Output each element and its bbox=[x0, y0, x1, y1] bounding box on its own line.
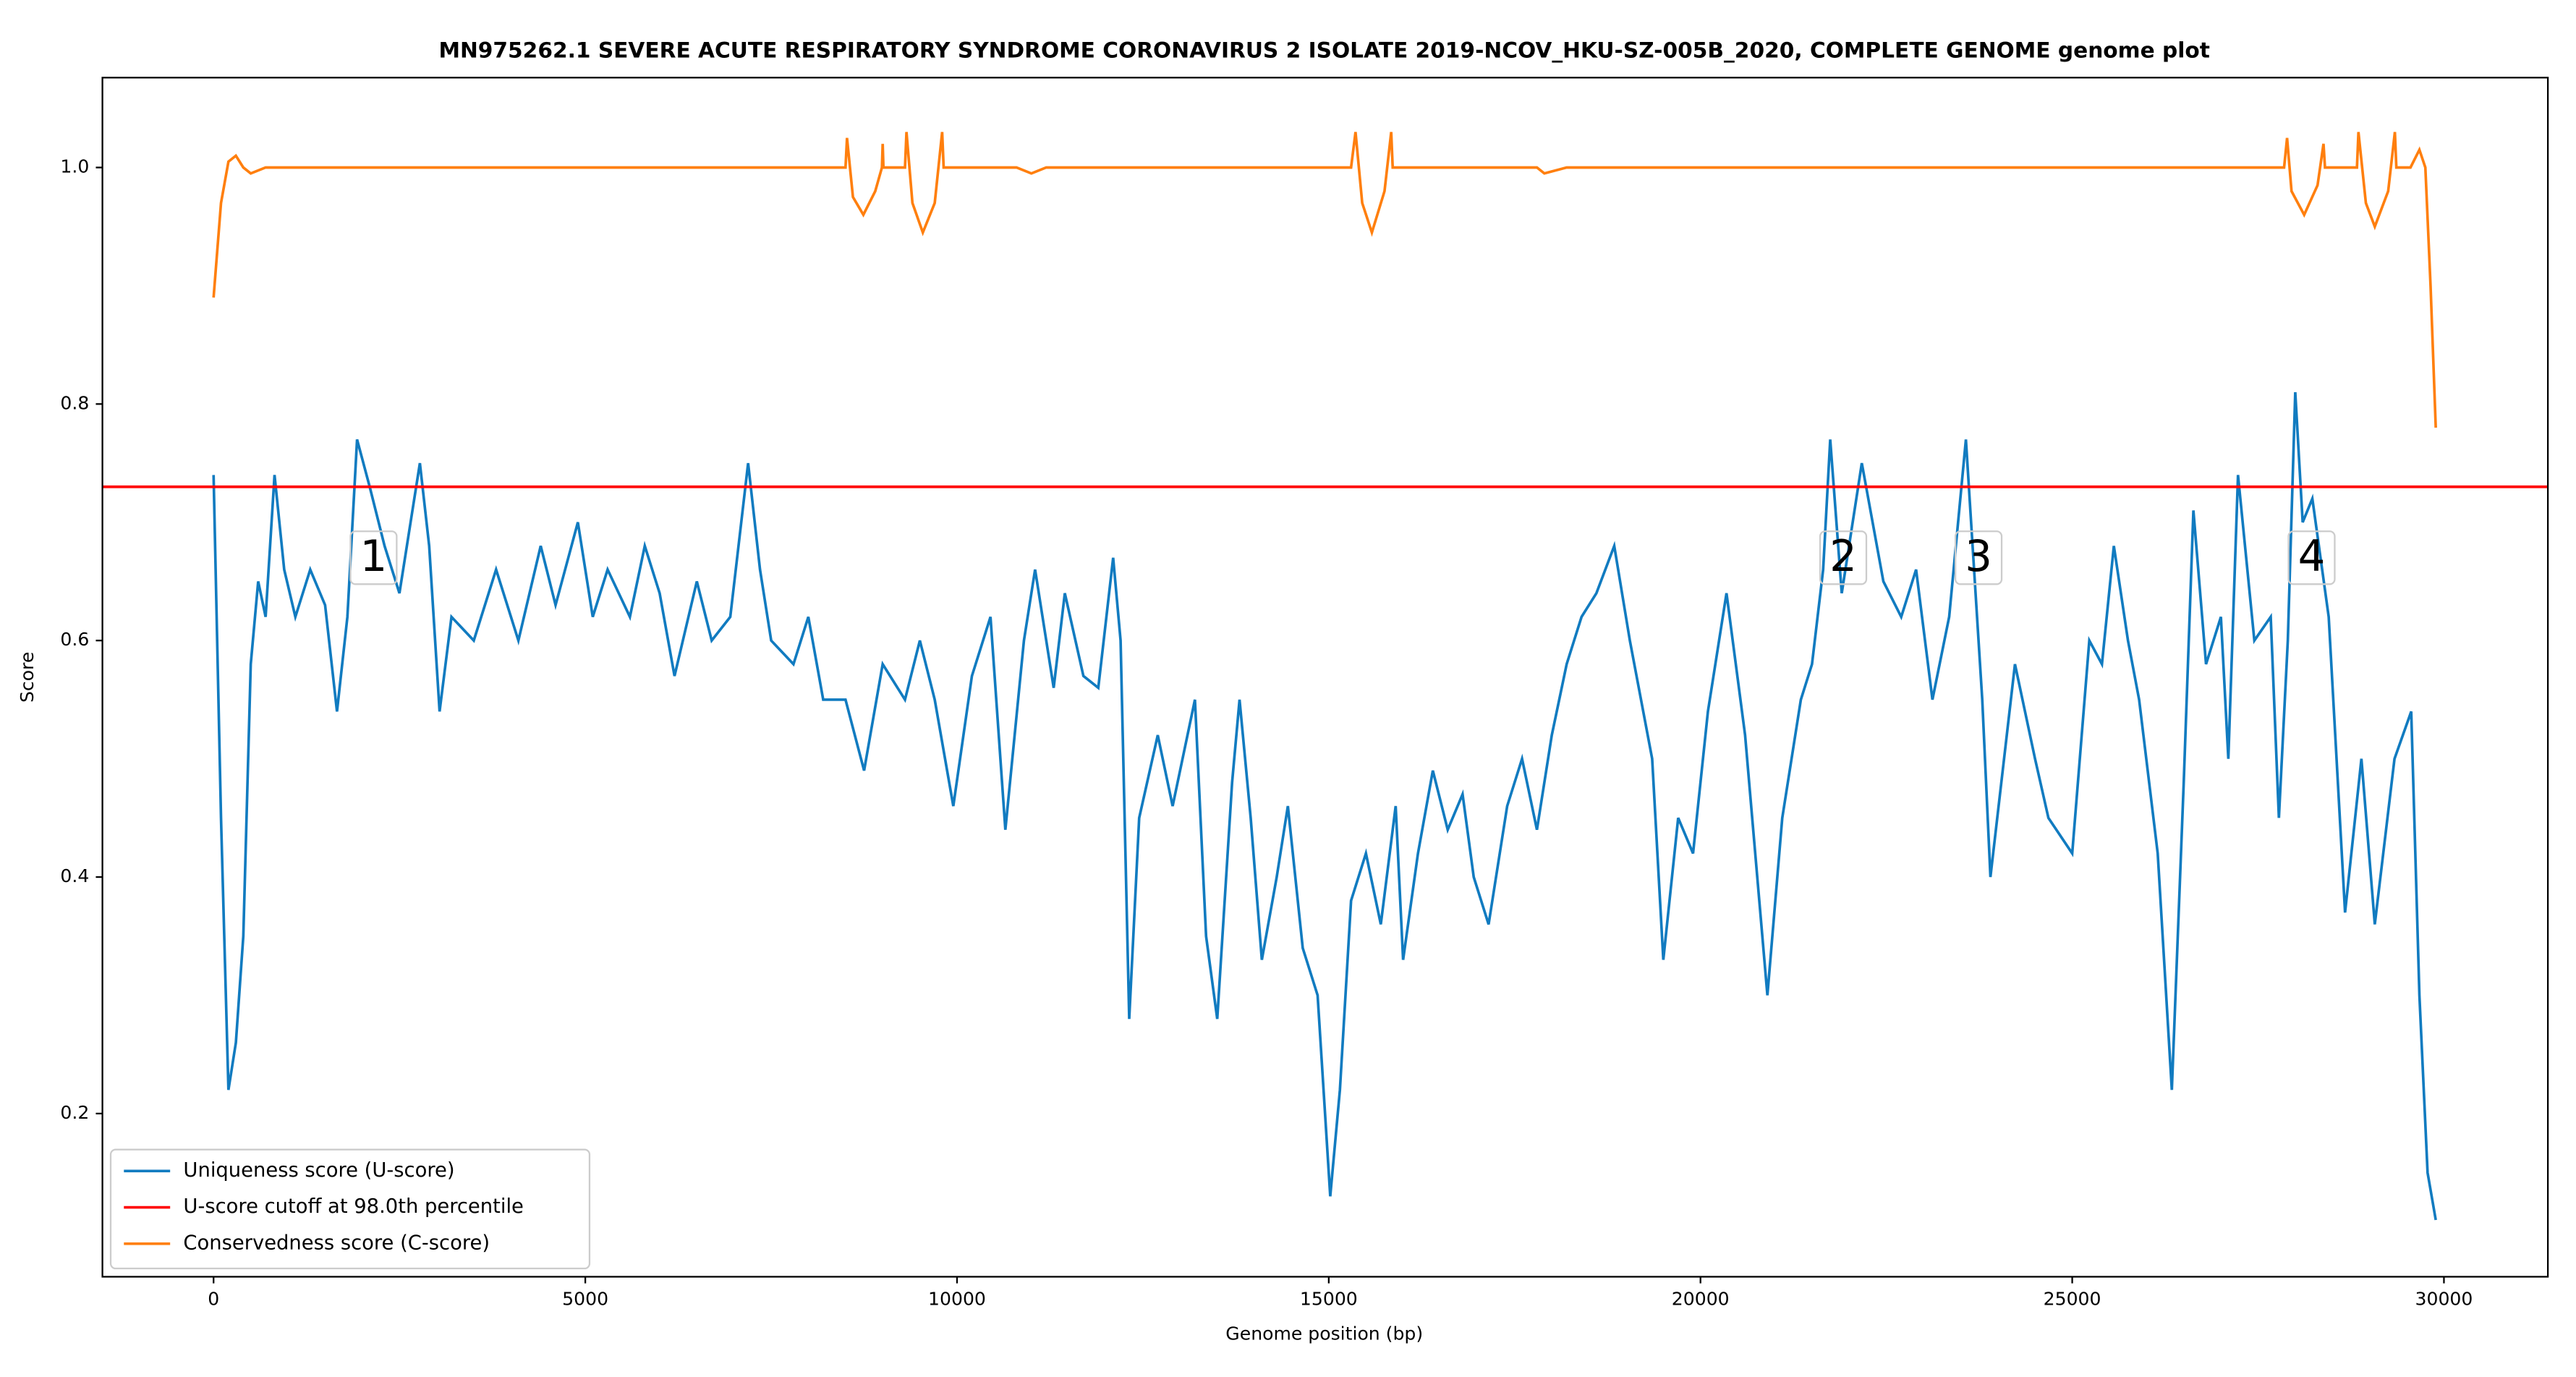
x-tick-label: 20000 bbox=[1672, 1288, 1730, 1309]
x-tick-label: 0 bbox=[208, 1288, 219, 1309]
plot-frame bbox=[101, 77, 2549, 1278]
x-tick-label: 10000 bbox=[928, 1288, 986, 1309]
y-axis-label: Score bbox=[17, 652, 38, 703]
annotation-box bbox=[2287, 530, 2336, 585]
series-line bbox=[212, 391, 2437, 1221]
annotation: 2 bbox=[1829, 531, 1857, 581]
y-tick-label: 0.6 bbox=[60, 629, 89, 650]
x-tick-label: 25000 bbox=[2044, 1288, 2101, 1309]
legend-label: Uniqueness score (U-score) bbox=[183, 1159, 454, 1182]
y-tick-label: 0.4 bbox=[60, 865, 89, 886]
x-tick-label: 30000 bbox=[2415, 1288, 2473, 1309]
chart-title: MN975262.1 SEVERE ACUTE RESPIRATORY SYND… bbox=[438, 37, 2210, 62]
y-tick-label: 0.2 bbox=[60, 1102, 89, 1123]
annotation: 4 bbox=[2298, 531, 2326, 581]
annotation-box bbox=[349, 530, 398, 585]
y-tick-label: 0.8 bbox=[60, 392, 89, 413]
legend-label: U-score cutoff at 98.0th percentile bbox=[183, 1195, 523, 1218]
annotation-box bbox=[1954, 530, 2003, 585]
x-tick-label: 15000 bbox=[1300, 1288, 1358, 1309]
annotation: 3 bbox=[1965, 531, 1992, 581]
series-line bbox=[212, 132, 2437, 428]
legend-box bbox=[109, 1148, 591, 1270]
annotation: 1 bbox=[360, 531, 388, 581]
legend-label: Conservedness score (C-score) bbox=[183, 1232, 490, 1254]
y-tick-label: 1.0 bbox=[60, 156, 89, 177]
annotation-box bbox=[1819, 530, 1868, 585]
x-axis-label: Genome position (bp) bbox=[1225, 1323, 1423, 1344]
x-tick-label: 5000 bbox=[562, 1288, 608, 1309]
